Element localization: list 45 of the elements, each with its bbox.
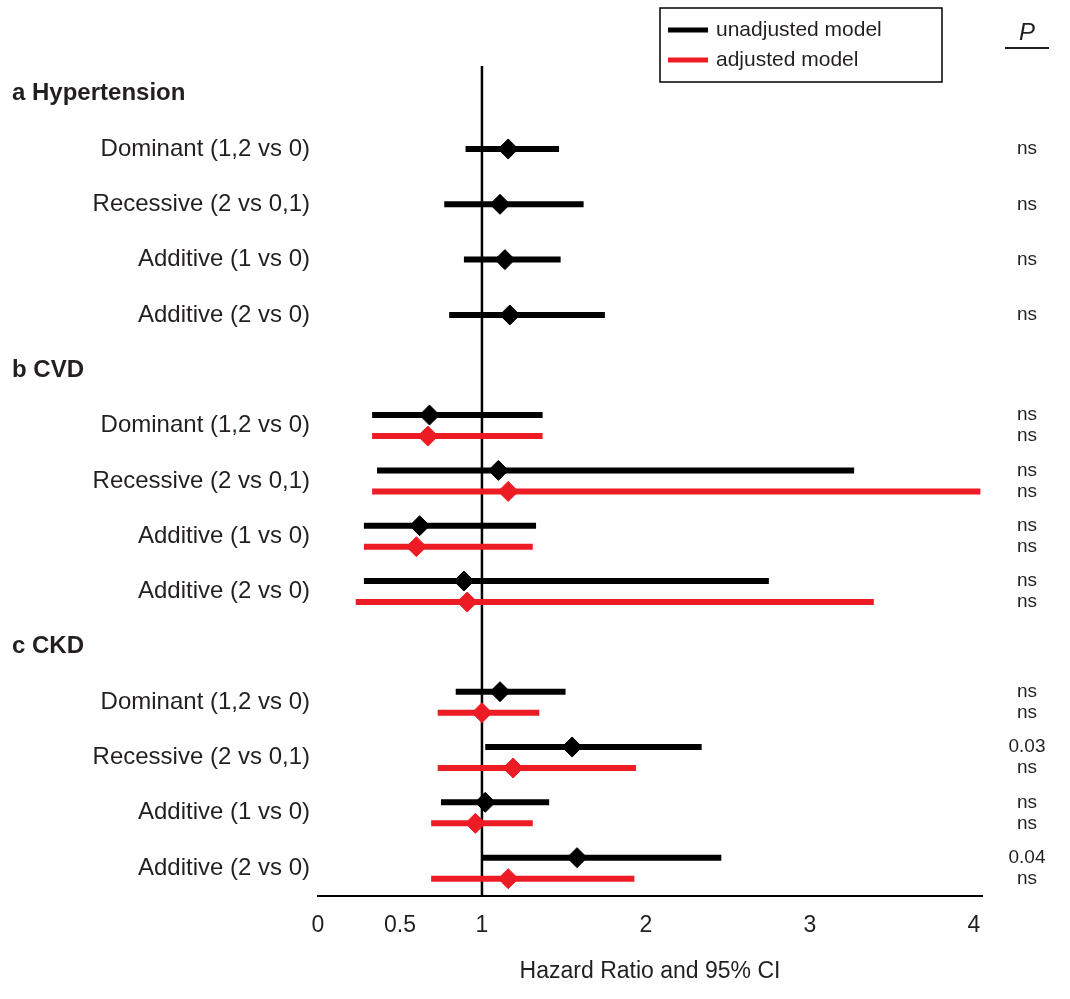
text: ns — [1016, 679, 1038, 701]
text: ns — [1016, 479, 1038, 501]
y-tick-label: Recessive (2 vs 0,1) — [92, 188, 310, 216]
text: ns — [1016, 247, 1038, 269]
text: ns — [1016, 756, 1038, 778]
legend-label: unadjusted model — [716, 16, 882, 40]
text: b CVD — [12, 354, 84, 382]
text: ns — [1016, 192, 1038, 214]
y-tick-label: Recessive (2 vs 0,1) — [92, 465, 310, 493]
y-tick-label: Additive (1 vs 0) — [137, 797, 310, 825]
x-tick-label: 4 — [967, 910, 981, 937]
text: ns — [1016, 790, 1038, 812]
x-tick-label: 1 — [475, 910, 489, 937]
y-tick-label: Dominant (1,2 vs 0) — [100, 686, 310, 714]
x-axis-title: Hazard Ratio and 95% CI — [519, 956, 781, 983]
text: ns — [1016, 590, 1038, 612]
x-tick-label: 0 — [311, 910, 325, 937]
text: ns — [1016, 303, 1038, 325]
x-tick-label: 3 — [803, 910, 817, 937]
text: ns — [1016, 700, 1038, 722]
y-tick-label: Additive (2 vs 0) — [137, 852, 310, 880]
text: ns — [1016, 811, 1038, 833]
text: ns — [1016, 534, 1038, 556]
text: a Hypertension — [12, 78, 186, 106]
x-tick-label: 2 — [639, 910, 653, 937]
text: c CKD — [12, 631, 85, 659]
y-tick-label: Additive (2 vs 0) — [137, 299, 310, 327]
y-tick-label: Additive (1 vs 0) — [137, 244, 310, 272]
text: P — [1018, 18, 1036, 45]
legend-label: adjusted model — [716, 46, 859, 70]
y-tick-label: Dominant (1,2 vs 0) — [100, 133, 310, 161]
text: ns — [1016, 569, 1038, 591]
y-tick-label: Recessive (2 vs 0,1) — [92, 742, 310, 770]
text: 0.04 — [1008, 845, 1046, 867]
text: ns — [1016, 513, 1038, 535]
text: ns — [1016, 403, 1038, 425]
y-tick-label: Additive (1 vs 0) — [137, 520, 310, 548]
text: ns — [1016, 458, 1038, 480]
y-tick-label: Additive (2 vs 0) — [137, 576, 310, 604]
x-tick-label: 0.5 — [383, 910, 416, 937]
text: ns — [1016, 424, 1038, 446]
text: ns — [1016, 137, 1038, 159]
text: 0.03 — [1008, 735, 1046, 757]
text: ns — [1016, 866, 1038, 888]
y-tick-label: Dominant (1,2 vs 0) — [100, 410, 310, 438]
